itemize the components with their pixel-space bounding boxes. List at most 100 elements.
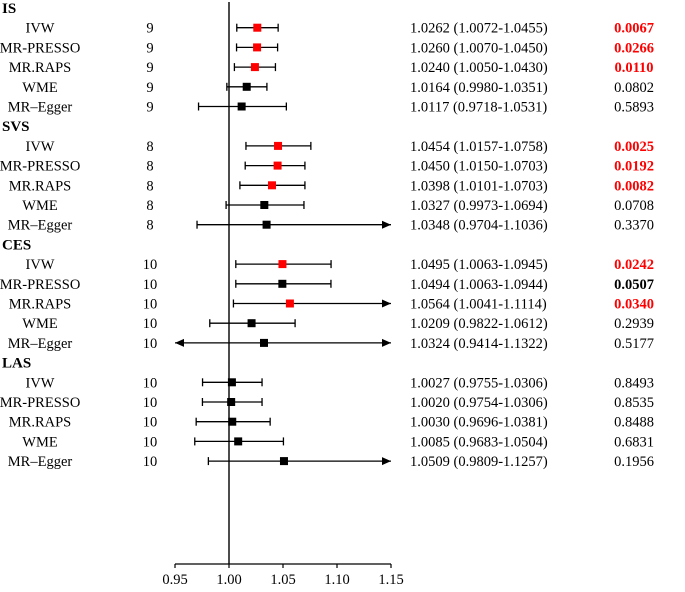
ci-arrow-right: [382, 299, 391, 308]
method-label: WME: [22, 316, 58, 332]
estimate-ci-text: 1.0117 (0.9718-1.0531): [410, 100, 547, 116]
estimate-marker: [273, 161, 282, 170]
p-value: 0.8493: [614, 375, 654, 391]
estimate-ci-text: 1.0260 (1.0070-1.0450): [410, 40, 548, 56]
estimate-marker: [253, 23, 262, 32]
estimate-ci-text: 1.0450 (1.0150-1.0703): [410, 159, 548, 175]
snp-count: 9: [146, 80, 153, 96]
snp-count: 9: [146, 60, 153, 76]
estimate-ci-text: 1.0564 (1.0041-1.1114): [410, 297, 547, 313]
snp-count: 10: [143, 415, 158, 431]
estimate-ci-text: 1.0454 (1.0157-1.0758): [410, 139, 548, 155]
estimate-marker: [260, 201, 269, 209]
x-tick-label: 0.95: [162, 572, 187, 588]
method-label: MR-PRESSO: [0, 277, 80, 293]
method-label: IVW: [26, 139, 55, 155]
p-value: 0.0242: [614, 257, 654, 273]
group-label: CES: [2, 237, 31, 253]
method-label: MR-PRESSO: [0, 395, 80, 411]
method-label: MR.RAPS: [9, 415, 71, 431]
p-value: 0.0067: [614, 21, 654, 37]
snp-count: 9: [146, 40, 153, 56]
snp-count: 10: [143, 434, 158, 450]
group-label: SVS: [2, 119, 30, 135]
estimate-marker: [227, 378, 236, 387]
method-label: MR–Egger: [8, 218, 73, 234]
snp-count: 8: [146, 218, 153, 234]
method-label: MR.RAPS: [9, 60, 71, 76]
snp-count: 9: [146, 21, 153, 37]
x-tick-label: 1.10: [324, 572, 349, 588]
estimate-ci-text: 1.0327 (0.9973-1.0694): [410, 198, 548, 214]
estimate-ci-text: 1.0030 (0.9696-1.0381): [410, 415, 548, 431]
snp-count: 10: [143, 375, 158, 391]
estimate-marker: [267, 181, 276, 190]
x-tick-label: 1.05: [270, 572, 295, 588]
snp-count: 9: [146, 100, 153, 116]
method-label: IVW: [26, 375, 55, 391]
method-label: MR.RAPS: [9, 178, 71, 194]
snp-count: 8: [146, 178, 153, 194]
ci-arrow-right: [382, 457, 391, 466]
estimate-ci-text: 1.0164 (0.9980-1.0351): [410, 80, 548, 96]
snp-count: 8: [146, 139, 153, 155]
p-value: 0.0507: [614, 277, 654, 293]
estimate-ci-text: 1.0209 (0.9822-1.0612): [410, 316, 548, 332]
estimate-ci-text: 1.0085 (0.9683-1.0504): [410, 434, 548, 450]
estimate-marker: [250, 63, 259, 72]
method-label: MR-PRESSO: [0, 40, 80, 56]
estimate-marker: [278, 260, 287, 269]
estimate-ci-text: 1.0027 (0.9755-1.0306): [410, 375, 548, 391]
estimate-marker: [279, 457, 288, 466]
estimate-marker: [274, 141, 283, 150]
estimate-ci-text: 1.0509 (0.9809-1.1257): [410, 454, 548, 470]
p-value: 0.3370: [614, 218, 654, 234]
p-value: 0.0708: [614, 198, 654, 214]
estimate-ci-text: 1.0324 (0.9414-1.1322): [410, 336, 548, 352]
estimate-marker: [253, 43, 262, 52]
group-label: LAS: [2, 356, 31, 372]
estimate-marker: [242, 82, 251, 91]
method-label: MR–Egger: [8, 454, 73, 470]
snp-count: 10: [143, 316, 158, 332]
estimate-ci-text: 1.0348 (0.9704-1.1036): [410, 218, 548, 234]
ci-arrow-left: [175, 338, 184, 347]
estimate-marker: [228, 417, 237, 426]
method-label: WME: [22, 434, 58, 450]
p-value: 0.0192: [614, 159, 654, 175]
method-label: IVW: [26, 257, 55, 273]
method-label: MR-PRESSO: [0, 159, 80, 175]
snp-count: 10: [143, 336, 158, 352]
estimate-ci-text: 1.0398 (1.0101-1.0703): [410, 178, 548, 194]
estimate-ci-text: 1.0240 (1.0050-1.0430): [410, 60, 548, 76]
estimate-marker: [262, 220, 271, 229]
p-value: 0.0340: [614, 297, 654, 313]
p-value: 0.8535: [614, 395, 654, 411]
estimate-marker: [234, 437, 243, 446]
p-value: 0.6831: [614, 434, 654, 450]
snp-count: 10: [143, 277, 158, 293]
method-label: MR–Egger: [8, 336, 73, 352]
p-value: 0.0110: [614, 60, 653, 76]
method-label: MR.RAPS: [9, 297, 71, 313]
estimate-marker: [247, 319, 256, 328]
estimate-marker: [285, 299, 294, 308]
p-value: 0.2939: [614, 316, 654, 332]
snp-count: 10: [143, 297, 158, 313]
estimate-ci-text: 1.0495 (1.0063-1.0945): [410, 257, 548, 273]
ci-arrow-right: [382, 220, 391, 229]
method-label: WME: [22, 198, 58, 214]
x-tick-label: 1.00: [216, 572, 241, 588]
p-value: 0.5893: [614, 100, 654, 116]
p-value: 0.0266: [614, 40, 654, 56]
estimate-marker: [259, 338, 268, 347]
estimate-ci-text: 1.0494 (1.0063-1.0944): [410, 277, 548, 293]
x-tick-label: 1.15: [378, 572, 403, 588]
estimate-marker: [237, 102, 246, 111]
estimate-marker: [227, 398, 236, 406]
method-label: IVW: [26, 21, 55, 37]
snp-count: 10: [143, 395, 158, 411]
snp-count: 8: [146, 159, 153, 175]
method-label: MR–Egger: [8, 100, 73, 116]
p-value: 0.0025: [614, 139, 654, 155]
